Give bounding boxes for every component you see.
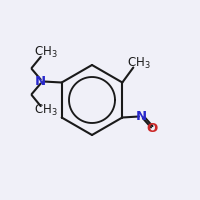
Text: CH$_3$: CH$_3$	[34, 45, 58, 60]
Text: N: N	[136, 110, 147, 123]
Text: CH$_3$: CH$_3$	[127, 56, 151, 71]
Text: CH$_3$: CH$_3$	[34, 103, 58, 118]
Text: O: O	[147, 122, 158, 135]
Text: N: N	[35, 75, 46, 88]
